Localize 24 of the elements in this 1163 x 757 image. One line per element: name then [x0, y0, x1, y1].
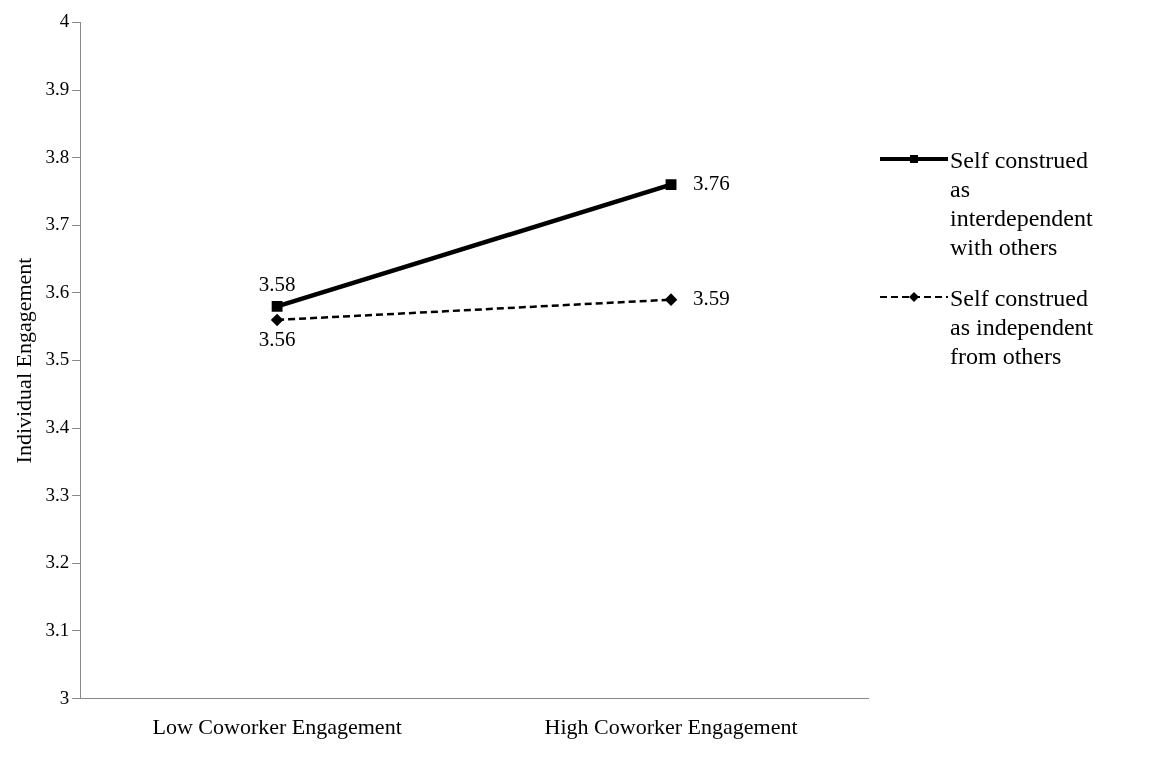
y-tick-label: 3.3	[45, 483, 70, 505]
y-tick-label: 3.9	[45, 78, 70, 99]
y-tick-label: 3.7	[45, 213, 70, 235]
point	[271, 314, 283, 326]
y-tick-label: 4	[59, 10, 70, 32]
point	[665, 179, 677, 191]
data-label: 3.59	[693, 286, 730, 311]
x-tick-label: High Coworker Engagement	[544, 713, 798, 739]
x-tick-label: Low Coworker Engagement	[152, 713, 402, 739]
y-tick-label: 3	[59, 686, 70, 708]
data-label: 3.58	[258, 272, 296, 297]
data-label: 3.76	[693, 171, 730, 196]
data-label: 3.56	[258, 326, 296, 351]
y-tick-label: 3.1	[45, 618, 70, 640]
point	[271, 300, 283, 312]
y-tick-label: 3.2	[45, 551, 70, 573]
point	[665, 293, 677, 306]
legend-label: Self construed as independent from others	[950, 284, 1095, 371]
legend-label: Self construed as interdependent with others	[950, 146, 1094, 262]
y-tick-label: 3.4	[45, 416, 70, 438]
y-tick-label: 3.8	[45, 145, 70, 167]
y-tick-label: 3.6	[45, 280, 70, 302]
y-tick-label: 3.5	[45, 348, 70, 370]
y-axis-title: Individual Engagement	[10, 257, 36, 464]
